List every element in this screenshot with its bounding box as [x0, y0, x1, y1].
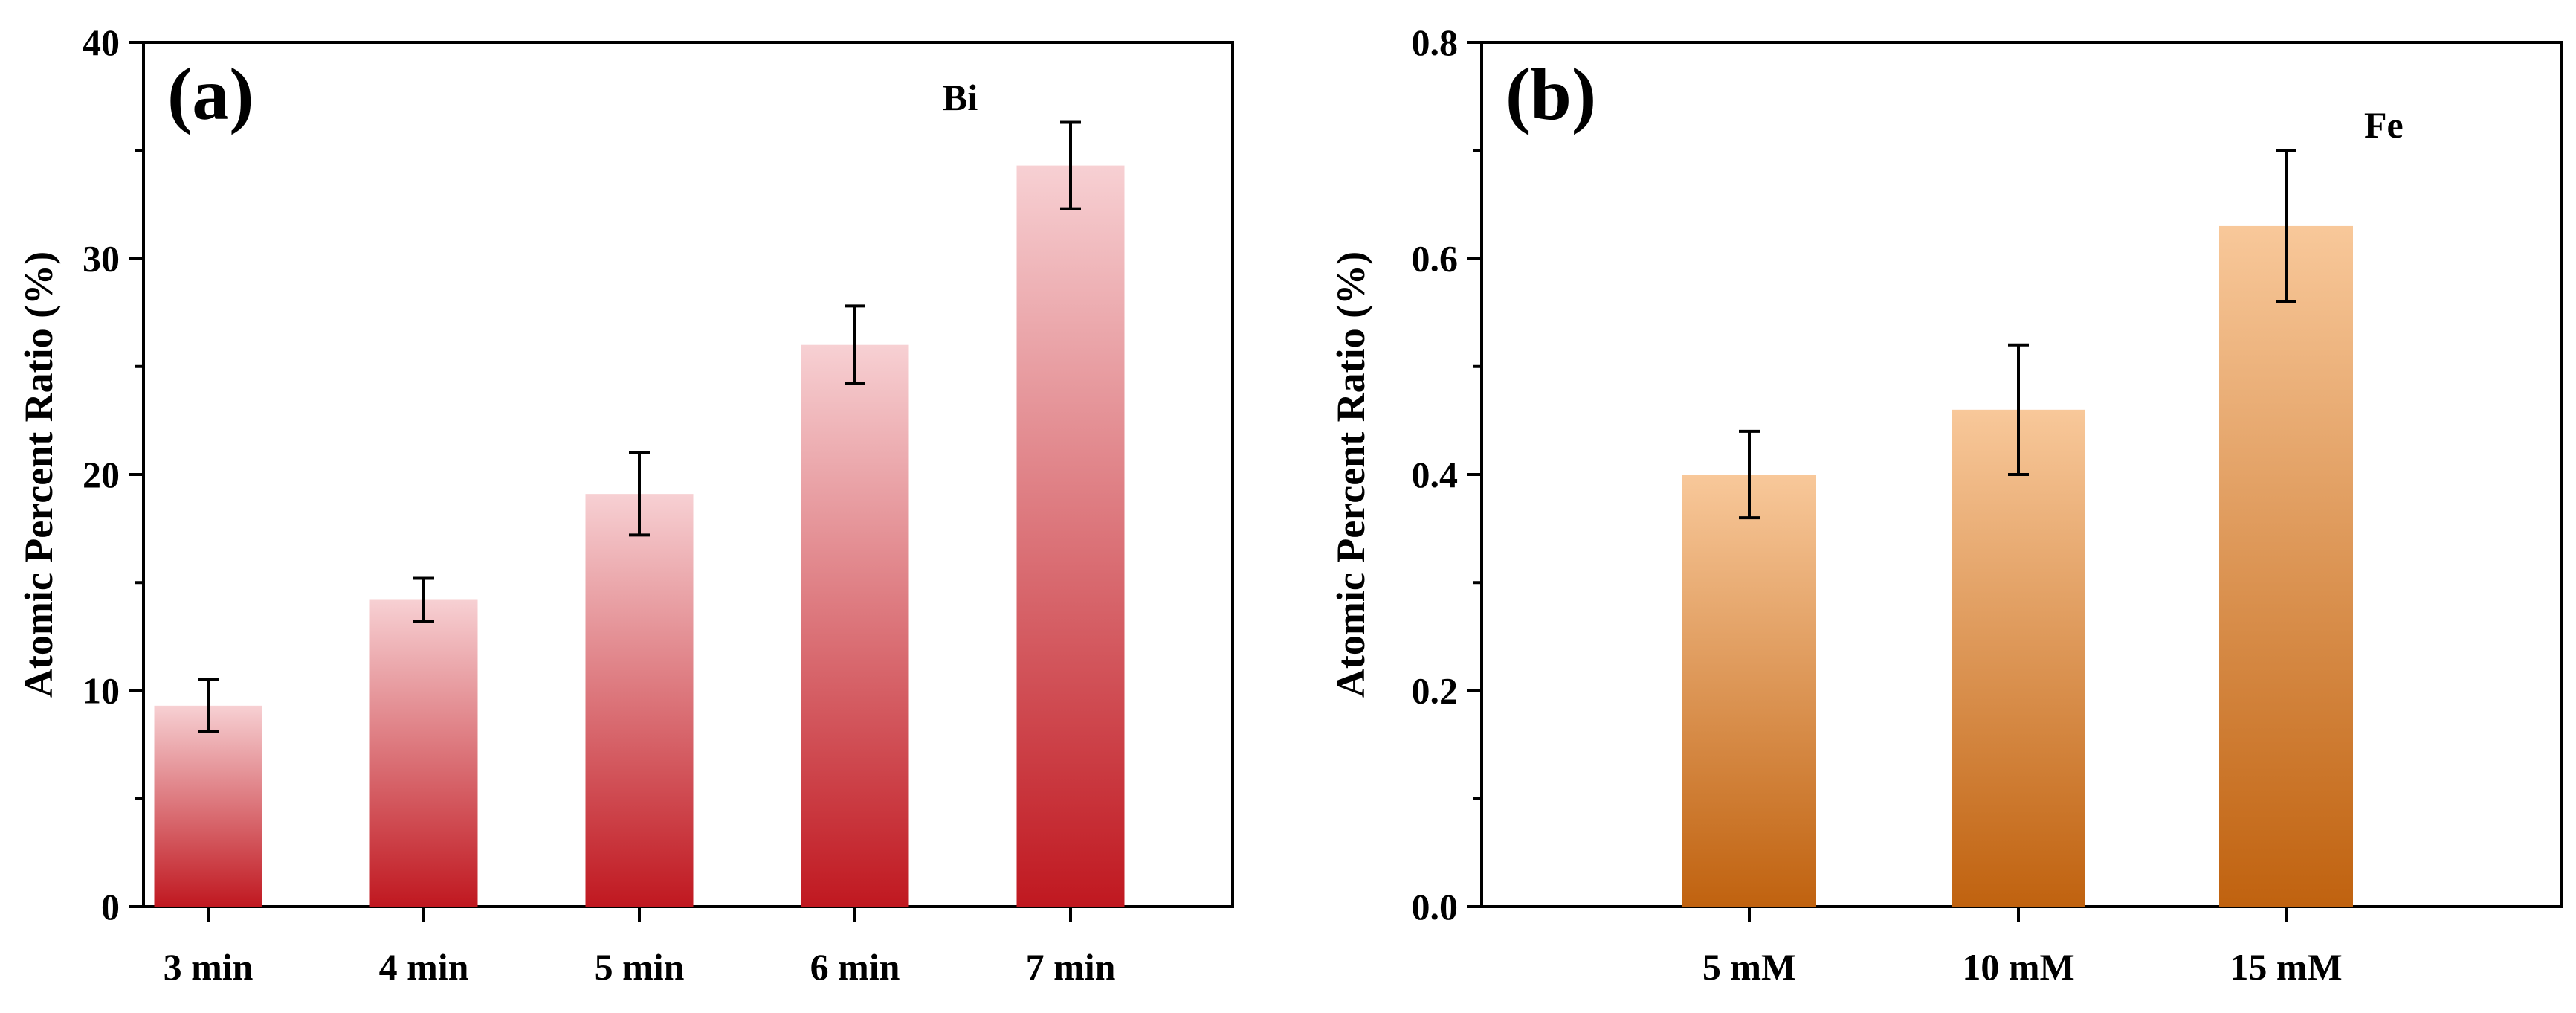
- panel-b-ytick-label: 0.0: [1412, 886, 1459, 927]
- panel-b-ytick-label: 0.6: [1412, 238, 1459, 280]
- panel-b-bar: [1952, 409, 2085, 907]
- panel-a-xtick-label: 6 min: [810, 946, 900, 988]
- panel-b-error-bar: [2276, 149, 2296, 303]
- panel-a-xtick-label: 7 min: [1026, 946, 1116, 988]
- panel-a-error-bar: [845, 304, 865, 385]
- panel-b-label: (b): [1505, 53, 1596, 135]
- panel-a-error-bar: [629, 451, 650, 537]
- panel-a-ytick-label: 40: [83, 22, 120, 63]
- panel-b-element-label: Fe: [2364, 104, 2404, 146]
- panel-a-error-bar: [413, 576, 434, 623]
- panel-b-bar: [1682, 475, 1816, 907]
- panel-a-ylabel: Atomic Percent Ratio (%): [16, 251, 61, 698]
- panel-a: 0 10 20 30 40 3 min 4 min 5 min 6 min 7 min (a) B…: [16, 22, 1234, 988]
- panel-b-error-bar: [1739, 429, 1760, 520]
- panel-b-ylabel: Atomic Percent Ratio (%): [1329, 251, 1373, 698]
- panel-b-bar: [2219, 225, 2353, 907]
- panel-a-xtick-label: 3 min: [164, 946, 254, 988]
- panel-a-xtick-label: 5 min: [595, 946, 685, 988]
- panel-a-bar: [154, 705, 262, 907]
- panel-a-error-bar: [1060, 120, 1081, 210]
- panel-a-ytick-label: 0: [101, 886, 120, 927]
- panel-a-bar: [801, 344, 909, 907]
- panel-a-element-label: Bi: [943, 77, 978, 118]
- panel-a-ytick-label: 30: [83, 238, 120, 280]
- panel-a-ytick-label: 10: [83, 670, 120, 712]
- panel-a-xtick-label: 4 min: [379, 946, 469, 988]
- panel-a-bar: [1016, 165, 1125, 907]
- panel-b-xtick-label: 15 mM: [2230, 946, 2342, 988]
- panel-a-ytick-label: 20: [83, 454, 120, 495]
- panel-b-error-bar: [2008, 343, 2029, 476]
- panel-a-bar: [585, 494, 694, 907]
- panel-b-ytick-label: 0.8: [1412, 22, 1459, 63]
- panel-a-label: (a): [167, 53, 254, 135]
- panel-b: 0.0 0.2 0.4 0.6 0.8 5 mM 10 mM 15 mM (b) Fe Ato…: [1329, 22, 2563, 988]
- panel-b-ytick-label: 0.2: [1412, 670, 1459, 712]
- panel-b-xtick-label: 10 mM: [1962, 946, 2074, 988]
- panel-b-xtick-label: 5 mM: [1702, 946, 1796, 988]
- panel-a-error-bar: [198, 678, 219, 733]
- panel-b-ytick-label: 0.4: [1412, 454, 1459, 495]
- panel-a-bar: [369, 599, 478, 907]
